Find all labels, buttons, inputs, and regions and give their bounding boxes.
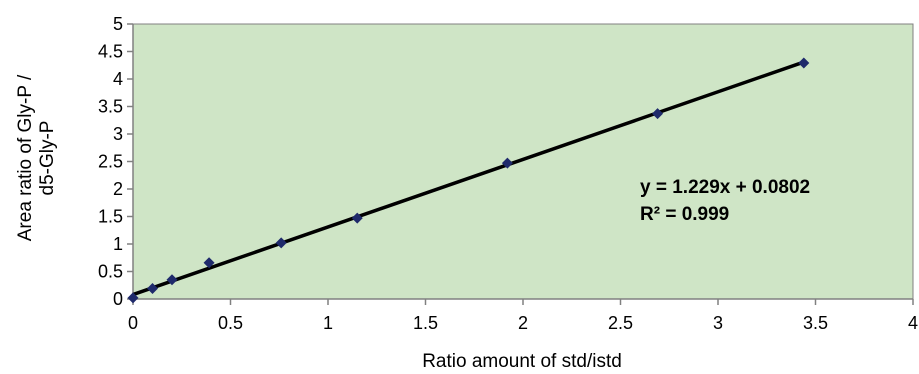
data-point	[203, 257, 215, 269]
data-point	[351, 212, 363, 224]
y-tick-label: 2	[113, 179, 123, 199]
y-axis-ticks: 0 0.5 1 1.5 2 2.5 3 3.5 4 4.5 5	[98, 14, 133, 309]
data-point	[275, 237, 287, 249]
data-point	[166, 274, 178, 286]
x-tick-label: 0.5	[218, 313, 243, 333]
y-tick-label: 0.5	[98, 262, 123, 282]
x-axis-title: Ratio amount of std/istd	[422, 351, 622, 372]
y-axis-title-line-1: Area ratio of Gly-P /	[15, 74, 36, 241]
y-axis-title-line-2: d5-Gly-P	[37, 121, 58, 196]
x-tick-label: 2	[518, 313, 528, 333]
y-tick-label: 3	[113, 124, 123, 144]
trendline-equation: y = 1.229x + 0.0802	[640, 177, 810, 198]
data-point	[652, 108, 664, 120]
trendline	[132, 60, 805, 297]
y-tick-label: 1.5	[98, 207, 123, 227]
y-tick-label: 4	[113, 69, 123, 89]
x-tick-label: 2.5	[608, 313, 633, 333]
data-point	[501, 157, 513, 169]
data-points	[127, 57, 810, 304]
y-tick-label: 0	[113, 289, 123, 309]
data-point	[147, 283, 158, 295]
y-tick-label: 4.5	[98, 42, 123, 62]
y-tick-label: 1	[113, 234, 123, 254]
data-point	[798, 57, 810, 69]
x-tick-label: 1.5	[413, 313, 438, 333]
x-tick-label: 3	[713, 313, 723, 333]
y-tick-label: 2.5	[98, 152, 123, 172]
x-tick-label: 1	[323, 313, 333, 333]
x-tick-label: 4	[908, 313, 918, 333]
y-tick-label: 5	[113, 14, 123, 34]
r-squared-label: R² = 0.999	[640, 204, 729, 225]
x-tick-label: 0	[128, 313, 138, 333]
y-tick-label: 3.5	[98, 97, 123, 117]
x-axis-ticks: 0 0.5 1 1.5 2 2.5 3 3.5 4	[128, 299, 918, 333]
x-tick-label: 3.5	[803, 313, 828, 333]
data-point	[127, 292, 139, 304]
y-axis-title: Area ratio of Gly-P / d5-Gly-P	[15, 74, 58, 241]
